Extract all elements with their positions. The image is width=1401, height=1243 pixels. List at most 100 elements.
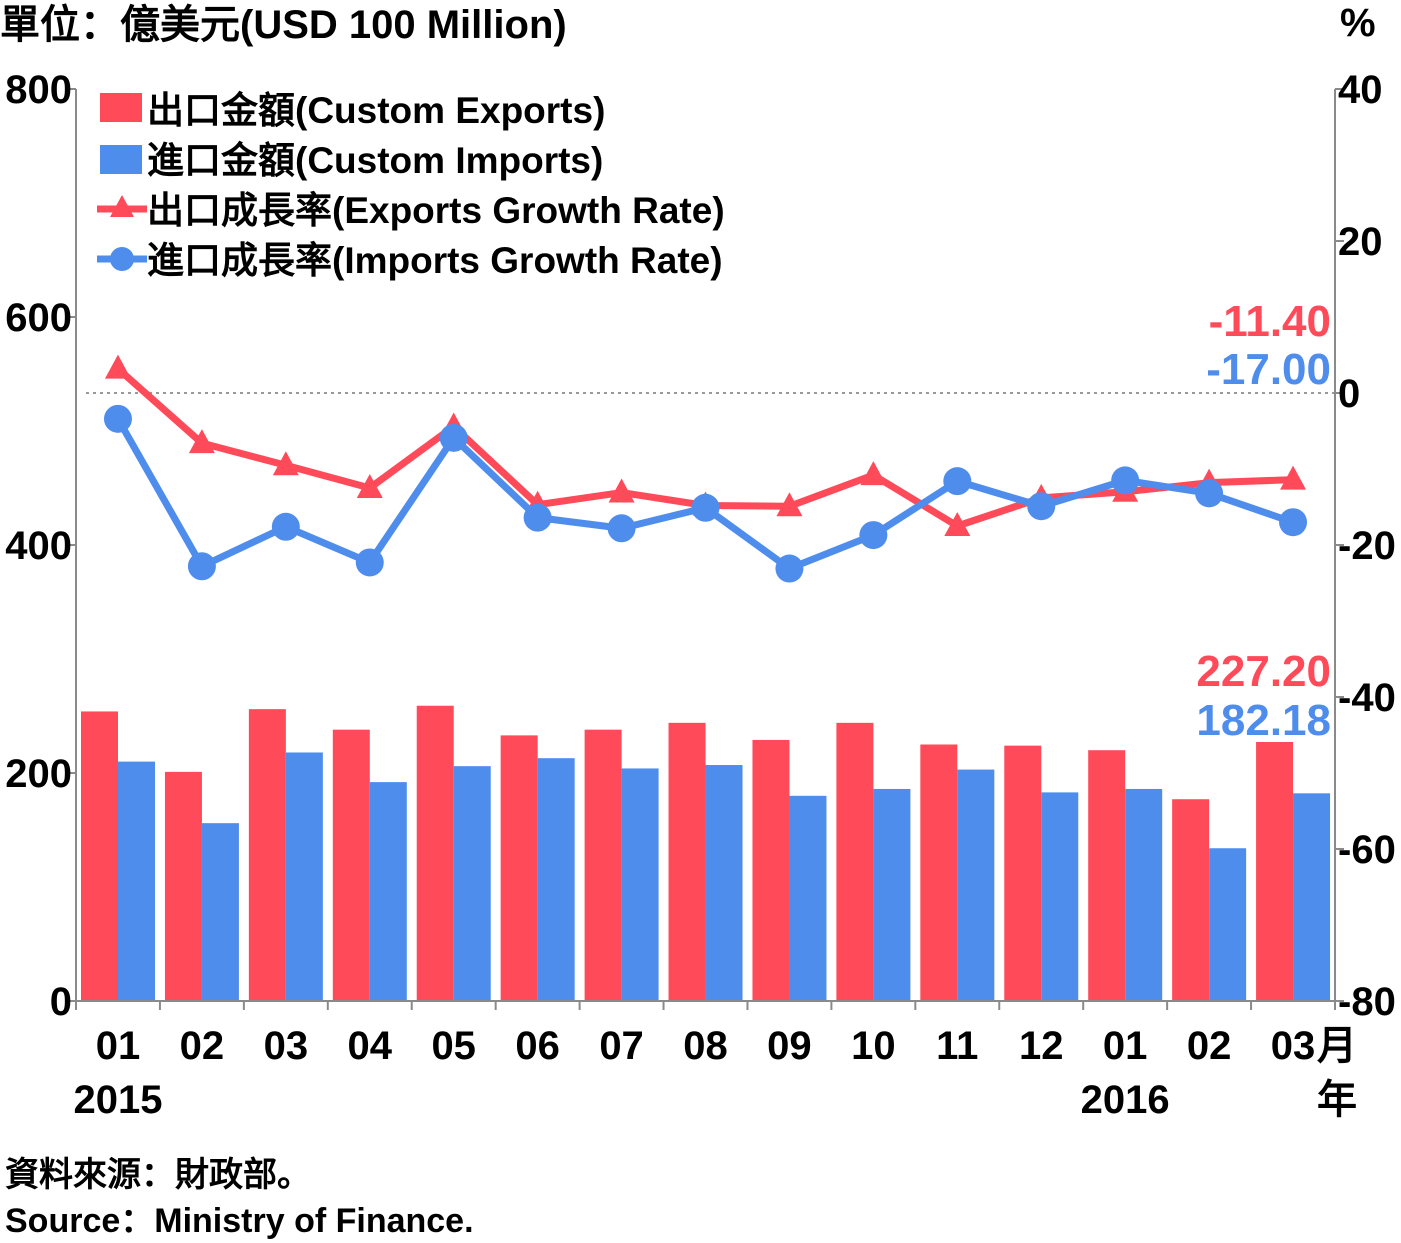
import-bar bbox=[285, 752, 323, 1001]
x-tick-label: 02 bbox=[180, 1024, 225, 1068]
export-growth-point bbox=[608, 478, 635, 503]
export-value-end-label: 227.20 bbox=[1196, 647, 1331, 696]
x-year-unit: 年 bbox=[1317, 1078, 1357, 1122]
legend-label-imports: 進口金額(Custom Imports) bbox=[147, 139, 603, 181]
import-bar bbox=[453, 766, 491, 1001]
right-tick-label: 20 bbox=[1338, 220, 1383, 264]
x-tick-label: 12 bbox=[1019, 1024, 1064, 1068]
import-bar bbox=[789, 795, 827, 1001]
left-tick-label: 400 bbox=[5, 524, 72, 568]
right-unit-label: % bbox=[1340, 1, 1376, 45]
legend-triangle-icon bbox=[110, 195, 134, 217]
export-bar bbox=[584, 729, 622, 1001]
export-bar bbox=[1004, 745, 1042, 1001]
legend-swatch-exports bbox=[100, 93, 142, 122]
import-growth-point bbox=[523, 503, 552, 532]
legend-label-exports: 出口金額(Custom Exports) bbox=[147, 89, 605, 131]
left-tick-label: 0 bbox=[50, 980, 72, 1024]
export-bar bbox=[752, 739, 790, 1001]
import-bar bbox=[957, 769, 995, 1001]
export-bar bbox=[1088, 750, 1126, 1001]
import-growth-point bbox=[691, 493, 720, 522]
right-tick-label: -60 bbox=[1338, 828, 1396, 872]
x-tick-label: 11 bbox=[936, 1024, 978, 1068]
import-bar bbox=[705, 765, 743, 1001]
export-growth-point bbox=[356, 474, 383, 498]
import-growth-point bbox=[103, 404, 132, 433]
export-bar bbox=[1172, 799, 1210, 1001]
import-growth-point bbox=[1195, 479, 1224, 508]
export-bar bbox=[81, 711, 118, 1001]
x-tick-label: 10 bbox=[851, 1024, 896, 1068]
import-value-end-label: 182.18 bbox=[1196, 696, 1331, 745]
source-zh: 資料來源：財政部。 bbox=[5, 1156, 311, 1194]
export-growth-point bbox=[860, 461, 887, 486]
legend-label-export-growth: 出口成長率(Exports Growth Rate) bbox=[147, 190, 725, 231]
right-tick-label: 0 bbox=[1338, 372, 1360, 416]
left-tick-label: 800 bbox=[5, 68, 72, 112]
left-tick-label: 200 bbox=[5, 752, 72, 796]
left-tick-label: 600 bbox=[5, 296, 72, 340]
legend-circle-icon bbox=[110, 247, 134, 271]
x-tick-label: 09 bbox=[767, 1024, 812, 1068]
import-growth-point bbox=[1279, 508, 1308, 537]
x-tick-label: 04 bbox=[348, 1024, 393, 1068]
import-bar bbox=[621, 768, 659, 1001]
export-bar bbox=[920, 744, 958, 1001]
import-growth-point bbox=[943, 467, 972, 496]
import-bar bbox=[873, 788, 911, 1001]
lines-layer bbox=[103, 354, 1308, 583]
unit-label: 單位：億美元(USD 100 Million) bbox=[0, 3, 567, 47]
import-growth-point bbox=[187, 552, 216, 581]
x-tick-label: 07 bbox=[599, 1024, 644, 1068]
import-growth-point bbox=[1027, 492, 1056, 521]
x-tick-label: 01 bbox=[96, 1024, 141, 1068]
export-growth-point bbox=[1280, 465, 1307, 490]
x-month-unit: 月 bbox=[1317, 1024, 1357, 1068]
right-tick-label: -20 bbox=[1338, 524, 1396, 568]
export-bar bbox=[332, 729, 370, 1001]
x-tick-label: 01 bbox=[1103, 1024, 1148, 1068]
legend: 出口金額(Custom Exports) 進口金額(Custom Imports… bbox=[97, 89, 725, 281]
import-growth-end-label: -17.00 bbox=[1206, 345, 1331, 394]
import-growth-point bbox=[1111, 466, 1140, 495]
export-bar bbox=[164, 771, 202, 1001]
x-tick-label: 06 bbox=[515, 1024, 560, 1068]
x-tick-label: 08 bbox=[683, 1024, 728, 1068]
export-growth-point bbox=[104, 354, 131, 379]
x-year-label: 2016 bbox=[1081, 1078, 1170, 1122]
import-bar bbox=[1209, 848, 1247, 1001]
import-growth-point bbox=[355, 548, 384, 577]
right-tick-label: 40 bbox=[1338, 68, 1383, 112]
right-tick-label: -40 bbox=[1338, 676, 1396, 720]
source-en: Source：Ministry of Finance. bbox=[5, 1202, 474, 1240]
x-tick-label: 02 bbox=[1187, 1024, 1232, 1068]
import-bar bbox=[537, 758, 575, 1001]
export-bar bbox=[836, 722, 874, 1001]
import-bar bbox=[118, 761, 155, 1001]
import-growth-point bbox=[271, 512, 300, 541]
bars-layer bbox=[81, 705, 1331, 1001]
import-bar bbox=[1041, 792, 1079, 1001]
right-tick-label: -80 bbox=[1338, 980, 1396, 1024]
x-year-label: 2015 bbox=[73, 1078, 162, 1122]
export-growth-point bbox=[776, 492, 803, 517]
export-bar bbox=[248, 709, 286, 1001]
import-bar bbox=[1293, 793, 1331, 1001]
import-growth-point bbox=[439, 423, 468, 452]
export-growth-point bbox=[188, 429, 215, 454]
legend-label-import-growth: 進口成長率(Imports Growth Rate) bbox=[147, 240, 723, 281]
import-bar bbox=[369, 782, 407, 1001]
export-growth-point bbox=[272, 451, 299, 476]
x-tick-label: 03 bbox=[264, 1024, 309, 1068]
import-growth-point bbox=[607, 514, 636, 543]
export-bar bbox=[416, 705, 454, 1001]
export-growth-point bbox=[944, 512, 971, 536]
import-growth-point bbox=[775, 554, 804, 583]
export-bar bbox=[668, 722, 706, 1001]
legend-swatch-imports bbox=[100, 145, 142, 174]
import-bar bbox=[1125, 788, 1163, 1001]
x-tick-label: 05 bbox=[431, 1024, 476, 1068]
